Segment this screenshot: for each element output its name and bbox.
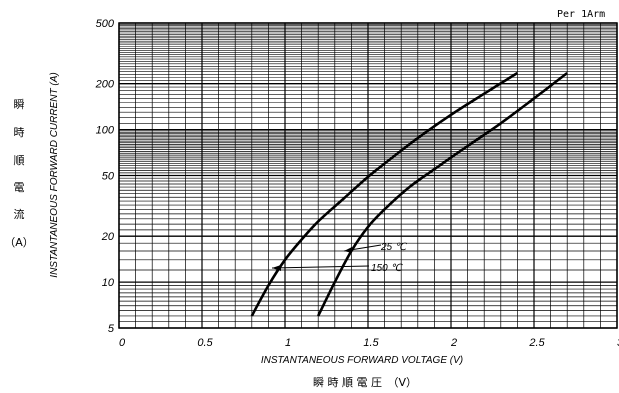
y-tick-labels: 5 10 20 50 100 200 500 [95, 18, 115, 335]
y-axis-title-jp: 瞬 時 順 電 流 （A） [4, 98, 34, 249]
x-tick-labels: 0 0.5 1 1.5 2 2.5 3 [119, 337, 619, 349]
y-tick-label: 5 [108, 323, 115, 335]
y-axis-jp-char: 瞬 [14, 98, 25, 111]
note-label: Per 1Arm [557, 9, 605, 20]
x-tick-label: 0.5 [197, 337, 213, 349]
y-tick-label: 20 [101, 231, 115, 243]
annotation-arrow-25 [344, 247, 352, 253]
x-tick-label: 0 [119, 337, 126, 349]
y-axis-jp-char: （A） [4, 236, 34, 249]
x-tick-label: 3 [617, 337, 619, 349]
series-line-150c [317, 71, 568, 317]
x-axis-title-jp: 瞬 時 順 電 圧 （V） [313, 376, 417, 389]
y-tick-label: 50 [102, 171, 115, 183]
plot-frame [118, 22, 618, 329]
series-layer [250, 71, 568, 317]
x-axis-title: INSTANTANEOUS FORWARD VOLTAGE (V) [261, 355, 463, 366]
y-axis-title: INSTANTANEOUS FORWARD CURRENT (A) [49, 72, 60, 277]
y-tick-label: 200 [95, 79, 115, 91]
x-tick-label: 1 [285, 337, 291, 349]
y-tick-label: 100 [96, 125, 115, 137]
annotation-leader-150 [271, 265, 370, 269]
series-line-25c [250, 71, 519, 317]
y-axis-jp-char: 流 [14, 207, 25, 221]
y-axis-jp-char: 時 [14, 126, 25, 139]
chart-grid [118, 22, 618, 329]
x-tick-label: 2 [450, 337, 457, 349]
y-tick-label: 500 [96, 18, 115, 30]
x-tick-label: 2.5 [528, 337, 545, 349]
annotation-arrow-150 [272, 265, 281, 271]
x-tick-label: 1.5 [363, 337, 379, 349]
y-axis-jp-char: 順 [14, 154, 25, 167]
annotation-25c: 25 ℃ [380, 242, 408, 253]
annotation-150c: 150 ℃ [371, 263, 403, 274]
y-tick-label: 10 [102, 277, 115, 289]
y-axis-jp-char: 電 [14, 181, 25, 194]
